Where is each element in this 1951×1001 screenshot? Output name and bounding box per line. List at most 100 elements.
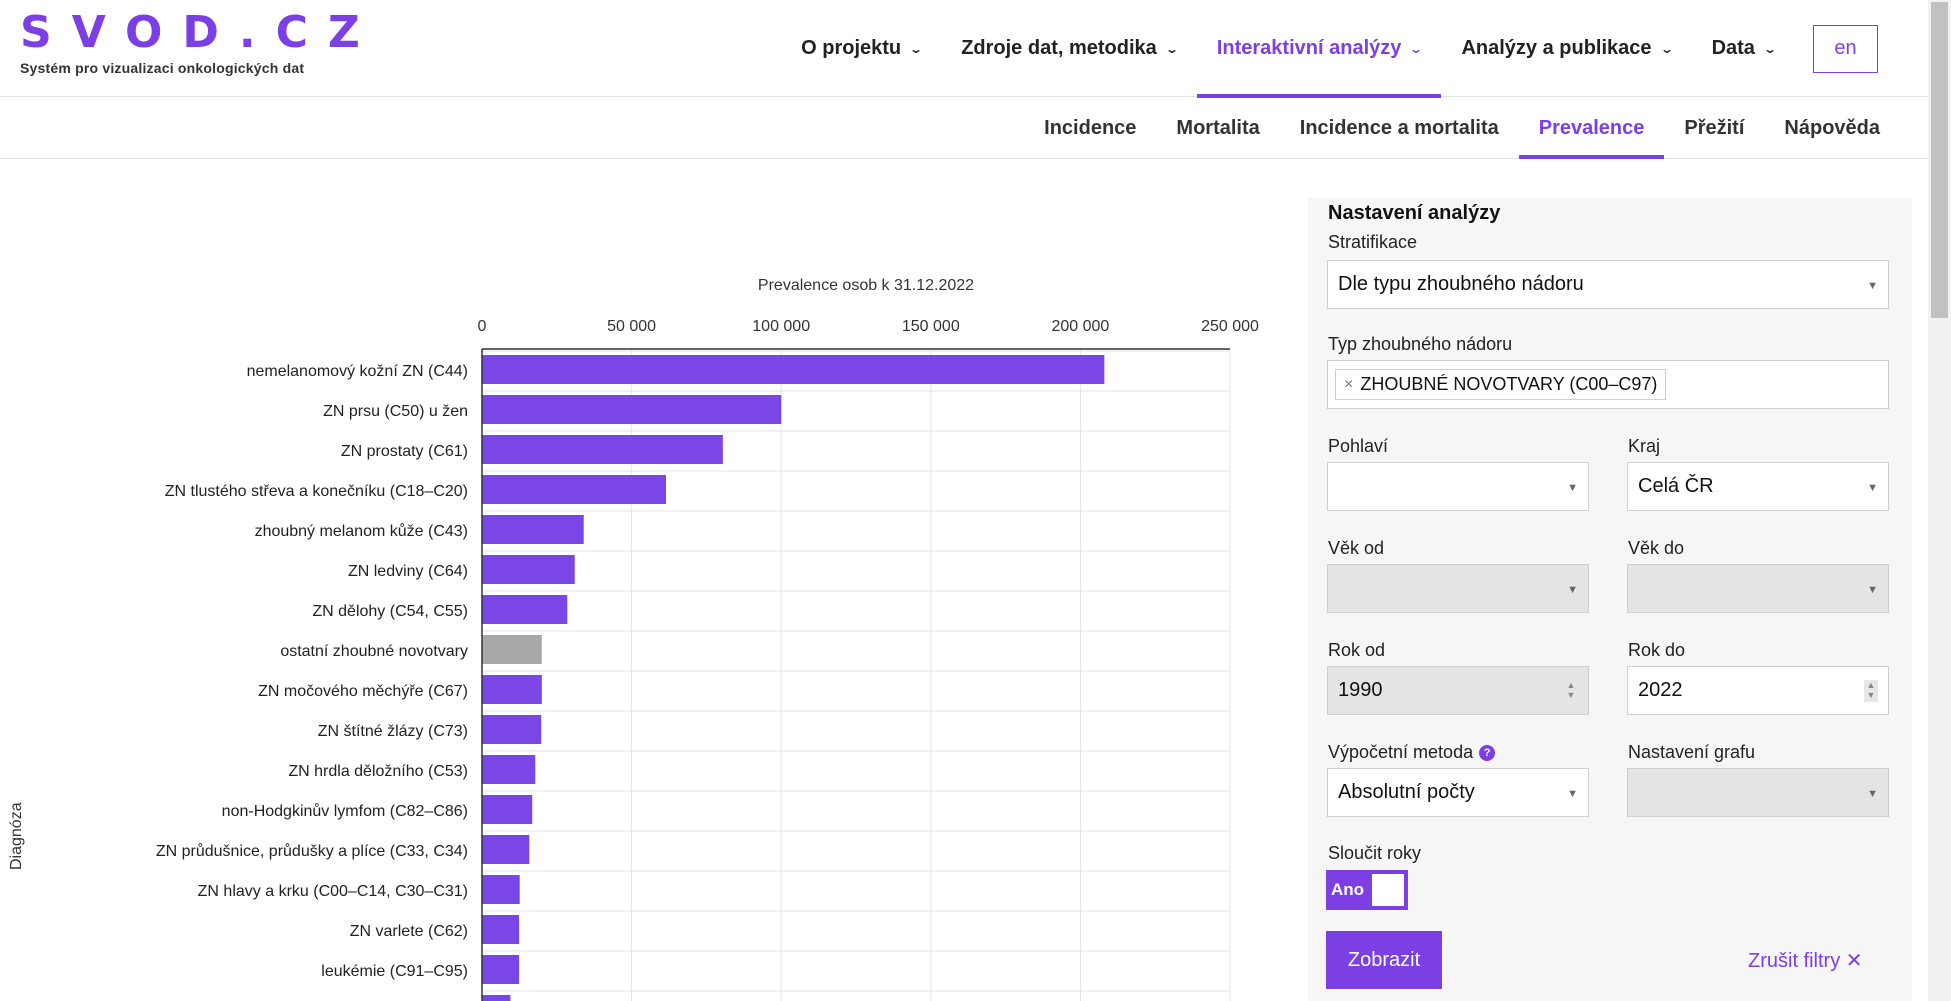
caret-down-icon: ▼ bbox=[1567, 584, 1578, 596]
chevron-down-icon: ⌄ bbox=[1762, 41, 1778, 56]
chart-svg: Prevalence osob k 31.12.2022 0 50 000 100 0… bbox=[156, 277, 1259, 1001]
tab-incidence-mortalita[interactable]: Incidence a mortalita bbox=[1299, 116, 1499, 139]
category-label: zhoubný melanom kůže (C43) bbox=[255, 522, 468, 540]
scrollbar-thumb[interactable] bbox=[1931, 2, 1948, 318]
category-label: non-Hodgkinův lymfom (C82–C86) bbox=[222, 802, 468, 820]
bar bbox=[482, 555, 575, 584]
spinner-icon[interactable]: ▲ ▼ bbox=[1864, 680, 1878, 702]
category-label: ZN štítné žlázy (C73) bbox=[318, 723, 468, 740]
bar bbox=[482, 755, 536, 784]
site-logo[interactable]: SVOD.CZ Systém pro vizualizaci onkologic… bbox=[20, 7, 380, 77]
toggle-label: Ano bbox=[1331, 880, 1365, 899]
rok-do-label: Rok do bbox=[1628, 640, 1686, 660]
tab-preziti[interactable]: Přežití bbox=[1684, 116, 1745, 139]
rok-od-value: 1990 bbox=[1338, 679, 1383, 701]
tab-incidence[interactable]: Incidence bbox=[1044, 116, 1137, 139]
vek-do-select[interactable]: ▼ bbox=[1627, 564, 1889, 613]
main-nav: O projektu ⌄ Zdroje dat, metodika ⌄ Intera… bbox=[781, 0, 1878, 98]
category-label: ZN močového měchýře (C67) bbox=[258, 683, 468, 700]
x-tick-label: 100 000 bbox=[752, 318, 810, 335]
sloucit-toggle[interactable]: Ano bbox=[1326, 870, 1408, 910]
remove-tag-icon[interactable]: × bbox=[1344, 375, 1354, 393]
stratifikace-select[interactable]: Dle typu zhoubného nádoru ▼ bbox=[1327, 260, 1889, 309]
category-label: ZN průdušnice, průdušky a plíce (C33, C3… bbox=[156, 842, 468, 860]
panel-title: Nastavení analýzy bbox=[1328, 202, 1501, 224]
kraj-select[interactable]: Celá ČR ▼ bbox=[1627, 462, 1889, 511]
bar bbox=[482, 955, 520, 984]
rok-od-label: Rok od bbox=[1328, 640, 1386, 660]
bar bbox=[482, 715, 542, 744]
language-button[interactable]: en bbox=[1813, 24, 1878, 73]
bar bbox=[482, 595, 568, 624]
selected-tag: × ZHOUBNÉ NOVOTVARY (C00–C97) bbox=[1335, 369, 1667, 400]
metoda-select[interactable]: Absolutní počty ▼ bbox=[1327, 768, 1589, 817]
sloucit-label: Sloučit roky bbox=[1328, 843, 1422, 863]
sub-nav: Incidence Mortalita Incidence a mortalit… bbox=[0, 97, 1928, 159]
help-icon[interactable]: ? bbox=[1479, 745, 1496, 762]
caret-down-icon: ▼ bbox=[1867, 788, 1878, 800]
nav-label: Data bbox=[1711, 37, 1755, 59]
logo-text: SVOD.CZ bbox=[20, 7, 380, 58]
rok-do-value: 2022 bbox=[1638, 679, 1683, 701]
nav-analyzy-publikace[interactable]: Analýzy a publikace ⌄ bbox=[1441, 0, 1691, 97]
category-label: ZN hlavy a krku (C00–C14, C30–C31) bbox=[198, 883, 468, 900]
toggle-knob bbox=[1372, 874, 1404, 906]
caret-down-icon: ▼ bbox=[1567, 482, 1578, 494]
chart-title: Prevalence osob k 31.12.2022 bbox=[758, 277, 974, 294]
nav-zdroje-dat[interactable]: Zdroje dat, metodika ⌄ bbox=[941, 0, 1197, 97]
category-label: ZN varlete (C62) bbox=[350, 923, 468, 940]
zobrazit-button[interactable]: Zobrazit bbox=[1326, 931, 1442, 989]
stratifikace-value: Dle typu zhoubného nádoru bbox=[1338, 273, 1584, 295]
category-label: ostatní zhoubné novotvary bbox=[280, 643, 468, 660]
graf-select[interactable]: ▼ bbox=[1627, 768, 1889, 817]
nav-o-projektu[interactable]: O projektu ⌄ bbox=[781, 0, 941, 97]
nav-data[interactable]: Data ⌄ bbox=[1692, 0, 1795, 97]
logo-subtitle: Systém pro vizualizaci onkologických dat bbox=[20, 60, 305, 76]
stratifikace-label: Stratifikace bbox=[1328, 232, 1418, 252]
zrusit-filtry-link[interactable]: Zrušit filtry ✕ bbox=[1748, 950, 1863, 972]
category-label: leukémie (C91–C95) bbox=[321, 963, 468, 980]
bar bbox=[482, 515, 584, 544]
bar bbox=[482, 395, 782, 424]
nav-label: Interaktivní analýzy bbox=[1216, 37, 1402, 59]
bar bbox=[482, 435, 723, 464]
nav-label: Zdroje dat, metodika bbox=[961, 37, 1157, 59]
category-label: ZN prostaty (C61) bbox=[341, 443, 468, 460]
caret-down-icon: ▼ bbox=[1567, 788, 1578, 800]
rok-do-input[interactable]: 2022 ▲ ▼ bbox=[1627, 666, 1889, 715]
x-tick-label: 250 000 bbox=[1201, 318, 1259, 335]
rok-od-input[interactable]: 1990 ▲ ▼ bbox=[1327, 666, 1589, 715]
x-tick-label: 150 000 bbox=[902, 318, 960, 335]
bar bbox=[482, 475, 667, 504]
top-header: SVOD.CZ Systém pro vizualizaci onkologic… bbox=[0, 0, 1928, 98]
pohlavi-select[interactable]: ▼ bbox=[1327, 462, 1589, 511]
chevron-down-icon: ⌄ bbox=[1164, 41, 1179, 56]
tab-prevalence[interactable]: Prevalence bbox=[1518, 97, 1665, 159]
category-label: ZN hrdla děložního (C53) bbox=[288, 763, 468, 780]
x-tick-label: 0 bbox=[478, 318, 487, 335]
category-label: ZN ledviny (C64) bbox=[348, 563, 468, 580]
bar bbox=[482, 835, 530, 864]
pohlavi-label: Pohlaví bbox=[1328, 436, 1389, 456]
bar bbox=[482, 995, 511, 1001]
metoda-label-wrap: Výpočetní metoda? bbox=[1328, 742, 1496, 763]
spinner-icon[interactable]: ▲ ▼ bbox=[1566, 680, 1576, 700]
page-scrollbar[interactable] bbox=[1928, 0, 1951, 1001]
category-label: nemelanomový kožní ZN (C44) bbox=[247, 363, 468, 380]
bar bbox=[482, 875, 520, 904]
nav-label: Analýzy a publikace bbox=[1461, 37, 1652, 59]
caret-down-icon: ▼ bbox=[1867, 280, 1878, 292]
vek-do-label: Věk do bbox=[1628, 538, 1685, 558]
chevron-down-icon: ⌄ bbox=[1409, 41, 1424, 56]
vek-od-select[interactable]: ▼ bbox=[1327, 564, 1589, 613]
bar bbox=[482, 915, 520, 944]
settings-panel: Nastavení analýzy Stratifikace Dle typu … bbox=[1308, 198, 1912, 1001]
bar bbox=[482, 675, 542, 704]
typ-multiselect[interactable]: × ZHOUBNÉ NOVOTVARY (C00–C97) bbox=[1327, 360, 1889, 409]
tab-mortalita[interactable]: Mortalita bbox=[1176, 116, 1260, 139]
nav-interaktivni-analyzy[interactable]: Interaktivní analýzy ⌄ bbox=[1196, 0, 1442, 98]
prevalence-chart: Prevalence osob k 31.12.2022 0 50 000 100 0… bbox=[0, 160, 1290, 1001]
tab-napoveda[interactable]: Nápověda bbox=[1784, 116, 1880, 139]
caret-down-icon: ▼ bbox=[1867, 584, 1878, 596]
chevron-down-icon: ⌄ bbox=[1659, 41, 1674, 56]
